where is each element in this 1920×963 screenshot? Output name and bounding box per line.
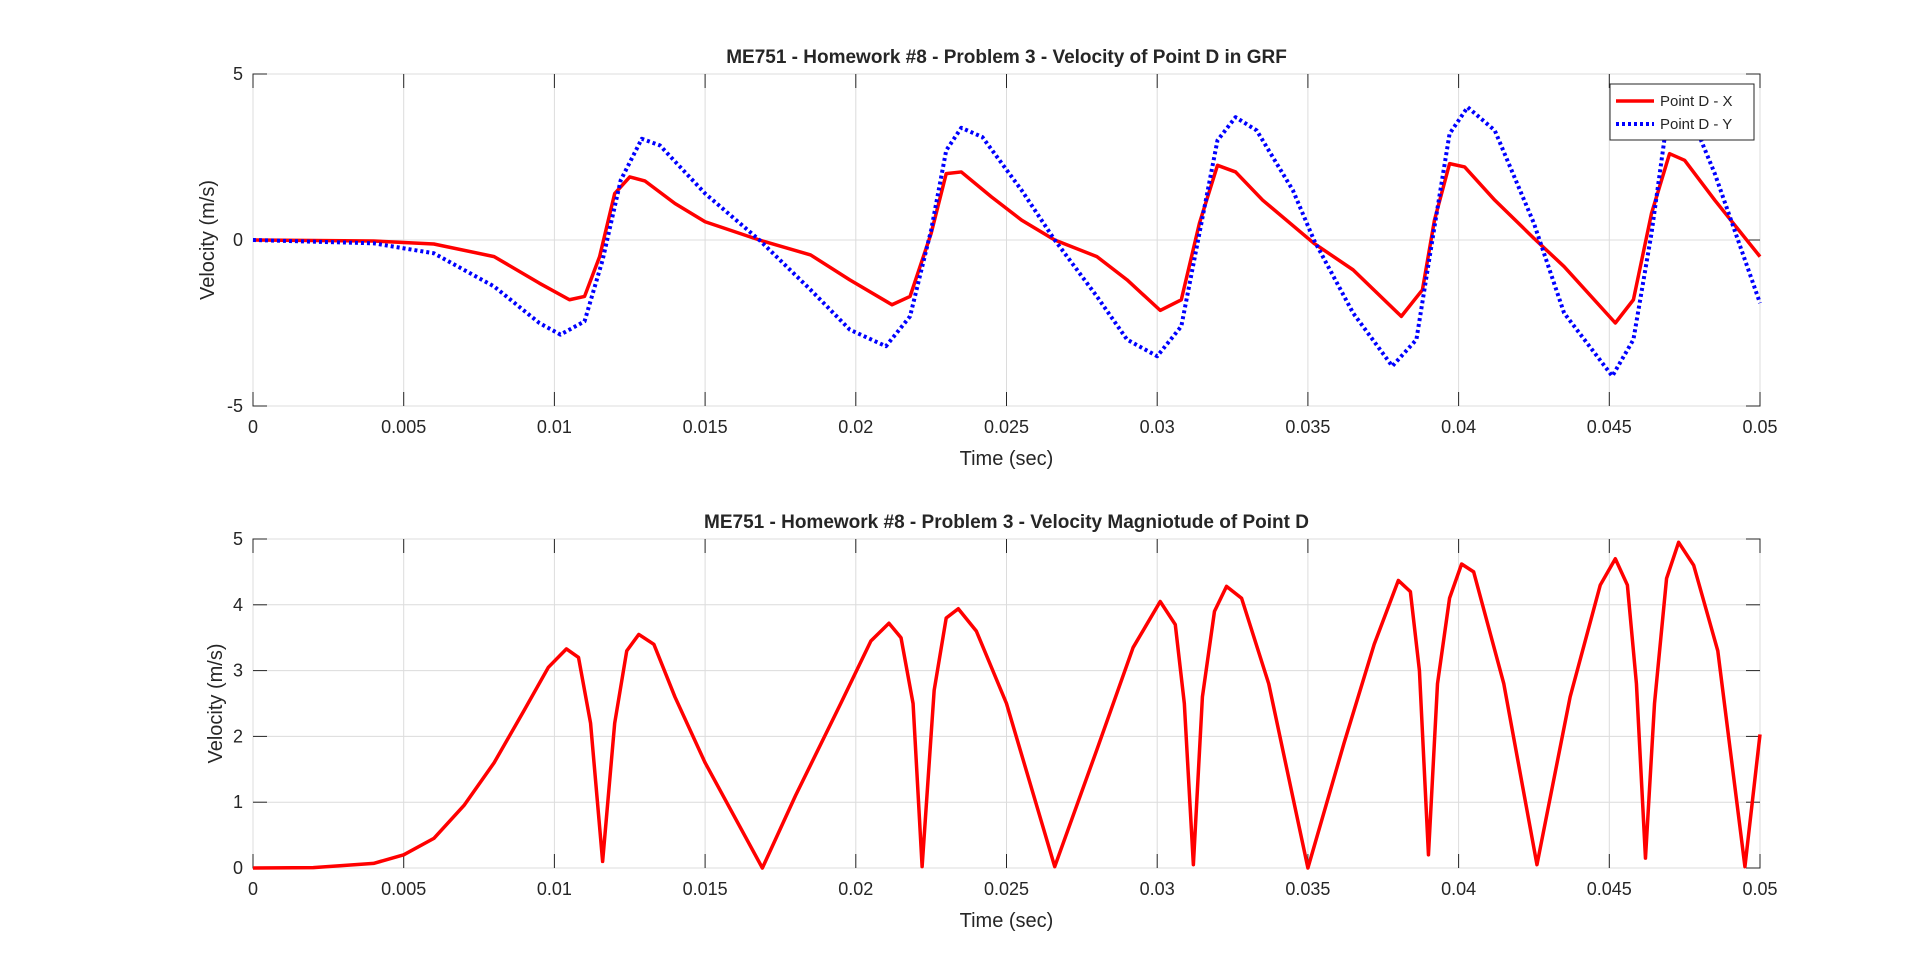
velocity-magnitude-y-axis-label: Velocity (m/s) xyxy=(205,643,227,763)
x-tick-label: 0.03 xyxy=(1140,879,1175,899)
legend-label-point-d-x: Point D - X xyxy=(1660,93,1733,110)
velocity-magnitude-title: ME751 - Homework #8 - Problem 3 - Veloci… xyxy=(704,512,1309,533)
x-tick-label: 0.02 xyxy=(838,417,873,437)
velocity-components-y-axis-label: Velocity (m/s) xyxy=(197,180,219,300)
y-tick-label: 4 xyxy=(233,595,243,615)
x-tick-label: 0.02 xyxy=(838,879,873,899)
y-tick-label: 2 xyxy=(233,726,243,746)
velocity-components-grid xyxy=(252,73,1761,407)
x-tick-label: 0.05 xyxy=(1742,417,1777,437)
x-tick-label: 0 xyxy=(248,417,258,437)
point-d-x-series-line xyxy=(252,151,1762,325)
velocity-components-title: ME751 - Homework #8 - Problem 3 - Veloci… xyxy=(726,47,1287,68)
x-tick-label: 0.05 xyxy=(1742,879,1777,899)
velocity-components-ticks: 0 0.005 0.01 0.015 0.02 0.025 0.03 0.035 0.04 0.0… xyxy=(227,64,1778,437)
velocity-magnitude-ticks: 0 0.005 0.01 0.015 0.02 0.025 0.03 0.035 0.04 0.0… xyxy=(233,529,1778,899)
x-tick-label: 0.045 xyxy=(1587,879,1632,899)
velocity-magnitude-series-line xyxy=(252,540,1762,870)
velocity-components-series xyxy=(252,98,1762,379)
y-tick-label: 0 xyxy=(233,230,243,250)
legend: Point D - X Point D - Y xyxy=(1609,83,1755,141)
x-tick-label: 0 xyxy=(248,879,258,899)
velocity-magnitude-x-axis-label: Time (sec) xyxy=(960,910,1054,932)
x-tick-label: 0.005 xyxy=(381,417,426,437)
x-tick-label: 0.005 xyxy=(381,879,426,899)
x-tick-label: 0.035 xyxy=(1285,417,1330,437)
y-tick-label: 1 xyxy=(233,792,243,812)
velocity-components-x-axis-label: Time (sec) xyxy=(960,448,1054,470)
y-tick-label: 0 xyxy=(233,858,243,878)
x-tick-label: 0.035 xyxy=(1285,879,1330,899)
x-tick-label: 0.045 xyxy=(1587,417,1632,437)
x-tick-label: 0.04 xyxy=(1441,879,1476,899)
x-tick-label: 0.015 xyxy=(683,879,728,899)
y-tick-label: 5 xyxy=(233,64,243,84)
x-tick-label: 0.025 xyxy=(984,417,1029,437)
x-tick-label: 0.04 xyxy=(1441,417,1476,437)
velocity-components-axes: 0 0.005 0.01 0.015 0.02 0.025 0.03 0.035 0.04 0.0… xyxy=(197,47,1778,470)
x-tick-label: 0.025 xyxy=(984,879,1029,899)
point-d-y-series-line xyxy=(252,98,1762,379)
x-tick-label: 0.015 xyxy=(683,417,728,437)
x-tick-label: 0.01 xyxy=(537,417,572,437)
velocity-magnitude-axes: 0 0.005 0.01 0.015 0.02 0.025 0.03 0.035 0.04 0.0… xyxy=(205,512,1778,932)
y-tick-label: 3 xyxy=(233,661,243,681)
legend-box xyxy=(1609,83,1755,141)
y-tick-label: -5 xyxy=(227,396,243,416)
x-tick-label: 0.01 xyxy=(537,879,572,899)
velocity-magnitude-series xyxy=(252,540,1762,870)
y-tick-label: 5 xyxy=(233,529,243,549)
x-tick-label: 0.03 xyxy=(1140,417,1175,437)
legend-label-point-d-y: Point D - Y xyxy=(1660,116,1732,133)
